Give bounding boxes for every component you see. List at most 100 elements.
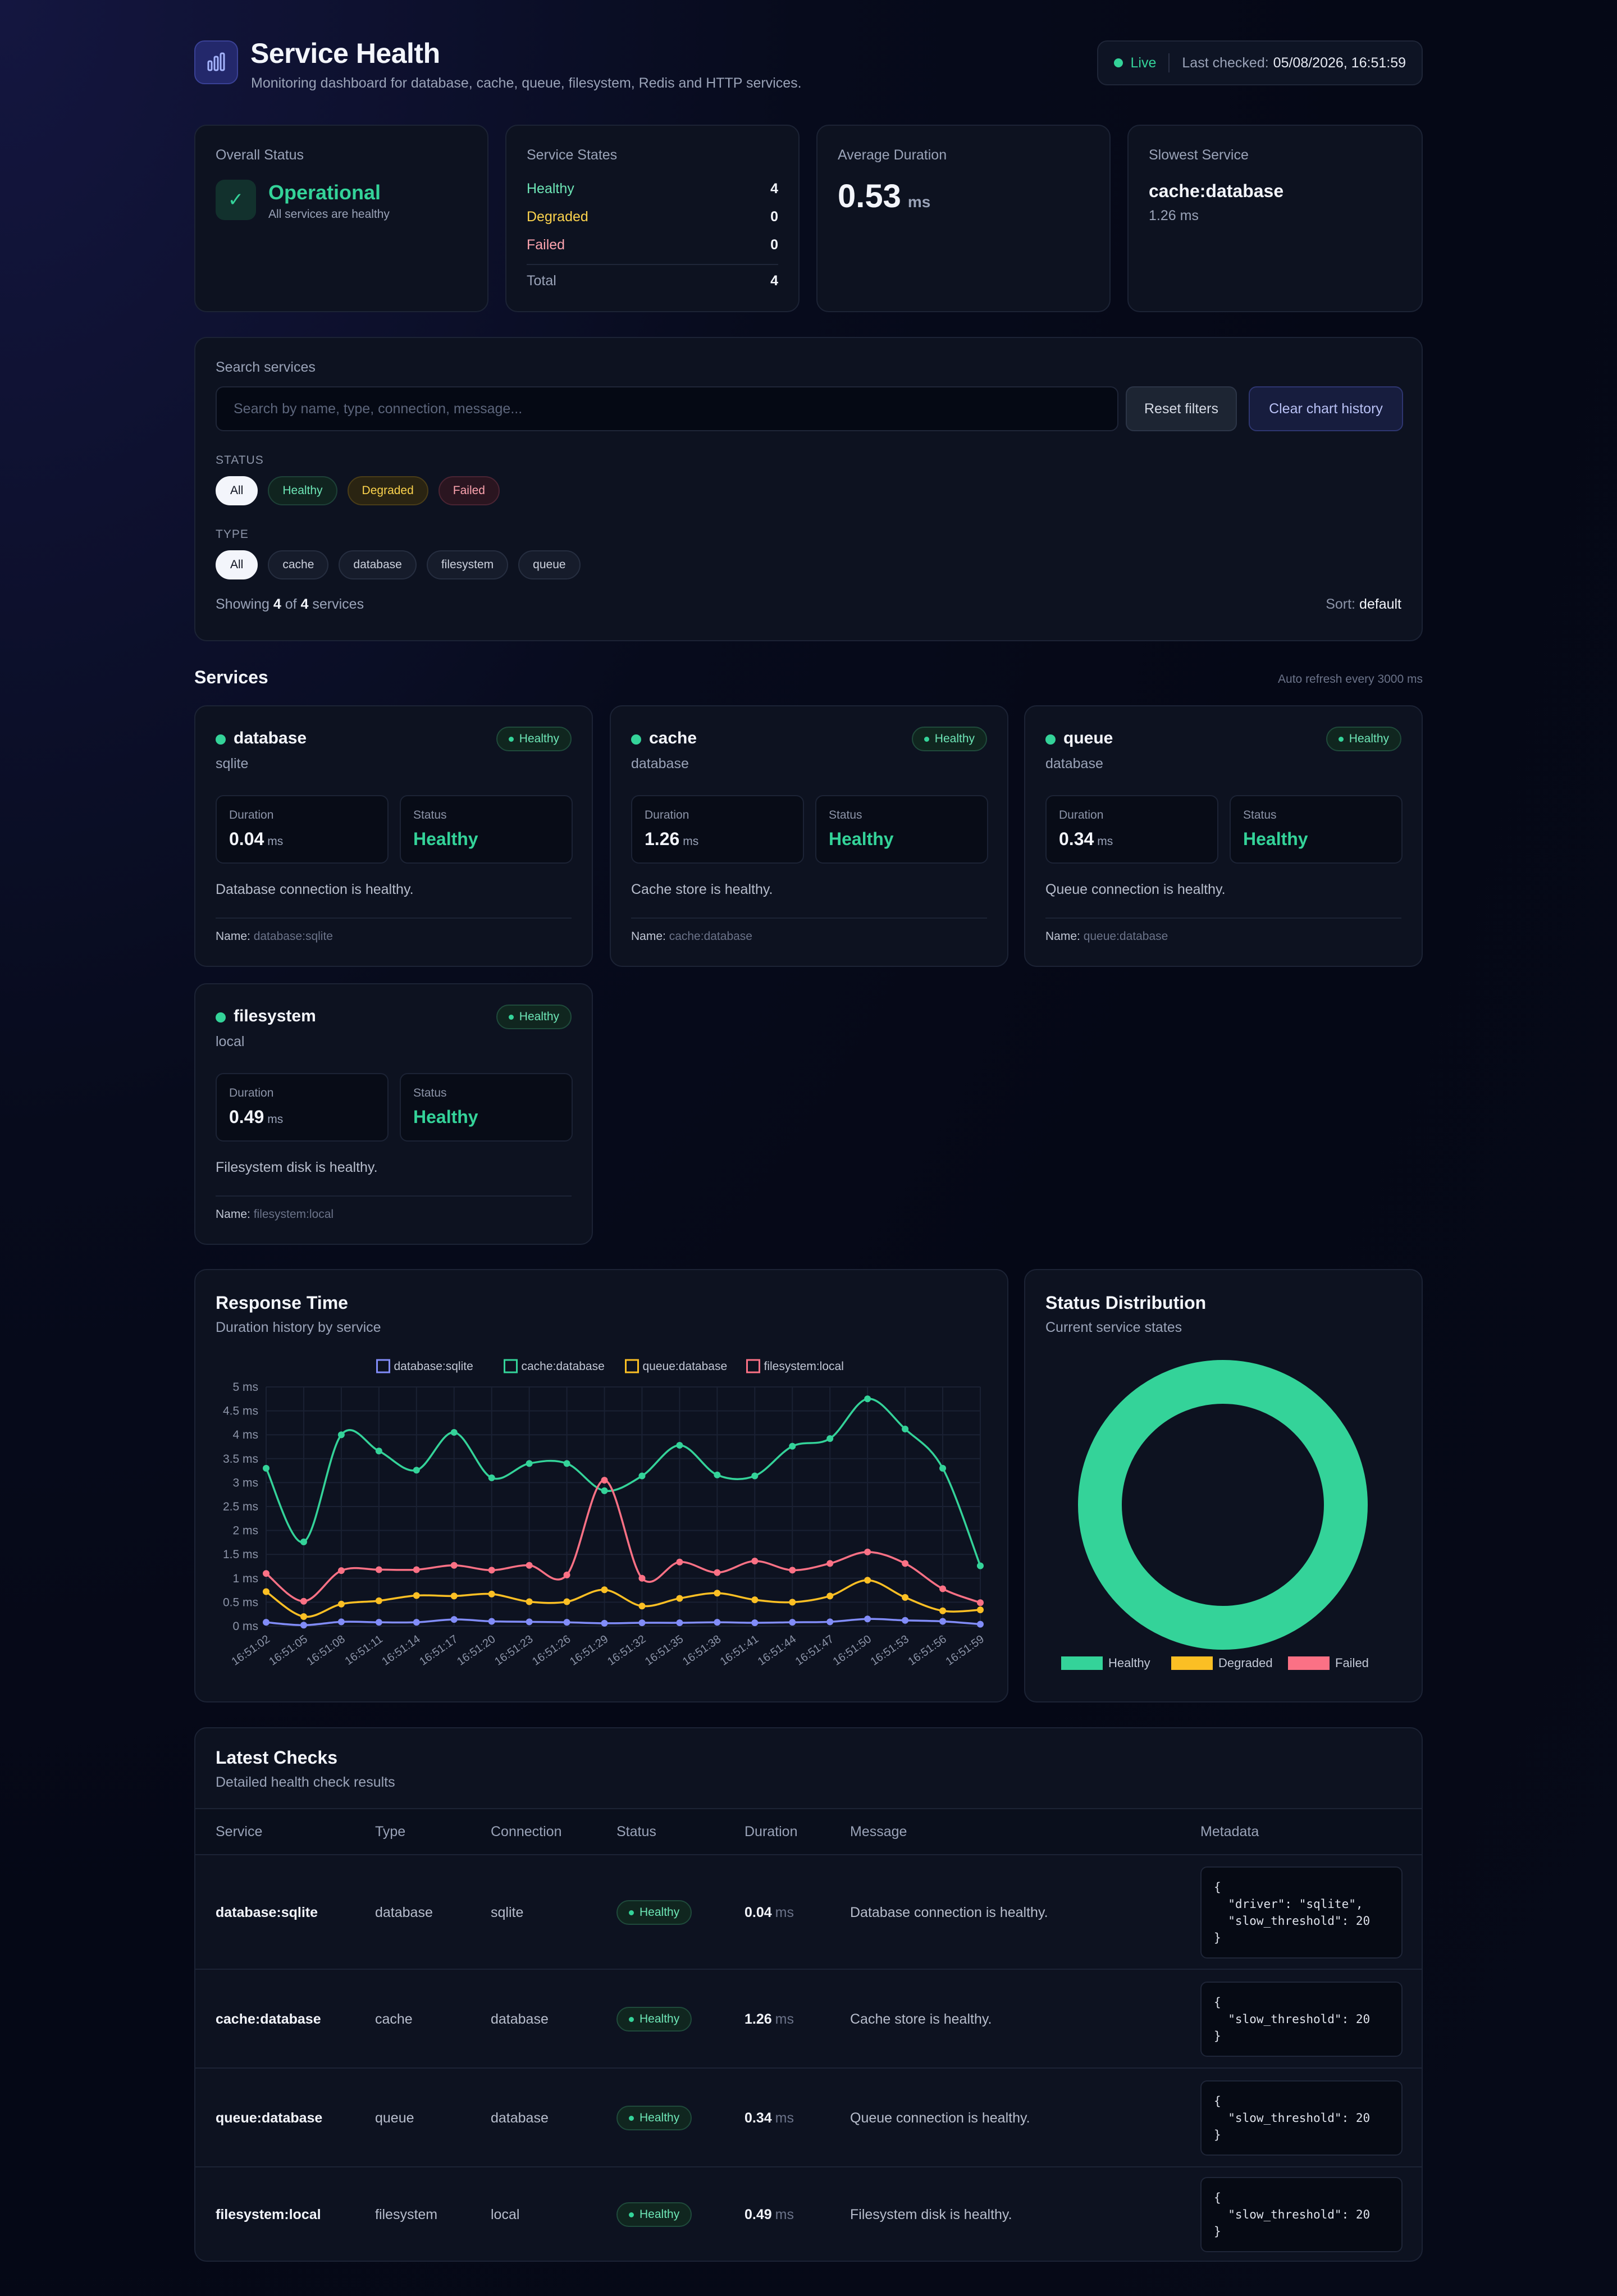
data-point[interactable] (826, 1592, 834, 1600)
sort-indicator[interactable]: Sort: default (1326, 596, 1401, 612)
data-point[interactable] (375, 1566, 382, 1573)
data-point[interactable] (413, 1619, 420, 1626)
data-point[interactable] (450, 1562, 458, 1569)
column-header[interactable]: Type (375, 1824, 406, 1839)
status-chip-degraded[interactable]: Degraded (347, 476, 428, 505)
status-chip-failed[interactable]: Failed (438, 476, 500, 505)
type-chip-queue[interactable]: queue (518, 550, 581, 579)
data-point[interactable] (300, 1539, 307, 1546)
data-point[interactable] (638, 1603, 646, 1610)
data-point[interactable] (676, 1558, 683, 1565)
data-point[interactable] (563, 1571, 570, 1578)
reset-filters-button[interactable]: Reset filters (1126, 386, 1237, 431)
data-point[interactable] (977, 1621, 984, 1628)
data-point[interactable] (450, 1616, 458, 1623)
legend-label[interactable]: cache:database (522, 1360, 605, 1373)
legend-label[interactable]: queue:database (643, 1360, 728, 1373)
data-point[interactable] (902, 1560, 909, 1567)
data-point[interactable] (450, 1428, 458, 1436)
data-point[interactable] (638, 1472, 646, 1480)
data-point[interactable] (263, 1464, 270, 1472)
data-point[interactable] (375, 1619, 382, 1626)
type-chip-filesystem[interactable]: filesystem (426, 550, 509, 579)
data-point[interactable] (826, 1560, 834, 1567)
data-point[interactable] (601, 1487, 608, 1494)
data-point[interactable] (337, 1431, 345, 1439)
legend-label[interactable]: Degraded (1218, 1656, 1273, 1670)
column-header[interactable]: Metadata (1200, 1824, 1259, 1839)
data-point[interactable] (638, 1574, 646, 1582)
service-card-queue[interactable]: queue Healthy database Duration 0.34 ms S… (1024, 705, 1423, 967)
data-point[interactable] (789, 1567, 796, 1574)
data-point[interactable] (375, 1448, 382, 1455)
data-point[interactable] (751, 1472, 759, 1480)
data-point[interactable] (263, 1588, 270, 1595)
data-point[interactable] (939, 1618, 947, 1625)
data-point[interactable] (676, 1441, 683, 1449)
type-chip-database[interactable]: database (339, 550, 417, 579)
data-point[interactable] (939, 1585, 947, 1592)
data-point[interactable] (488, 1567, 495, 1574)
column-header[interactable]: Service (216, 1824, 263, 1839)
data-point[interactable] (751, 1558, 759, 1565)
legend-label[interactable]: database:sqlite (394, 1360, 473, 1373)
type-chip-cache[interactable]: cache (268, 550, 329, 579)
data-point[interactable] (263, 1619, 270, 1626)
status-chip-healthy[interactable]: Healthy (268, 476, 337, 505)
service-card-filesystem[interactable]: filesystem Healthy local Duration 0.49 ms… (194, 983, 593, 1245)
data-point[interactable] (601, 1619, 608, 1627)
data-point[interactable] (864, 1615, 871, 1623)
data-point[interactable] (789, 1619, 796, 1626)
data-point[interactable] (826, 1618, 834, 1626)
data-point[interactable] (902, 1617, 909, 1624)
data-point[interactable] (977, 1599, 984, 1606)
data-point[interactable] (864, 1577, 871, 1584)
data-point[interactable] (526, 1460, 533, 1467)
data-point[interactable] (902, 1594, 909, 1601)
data-point[interactable] (563, 1619, 570, 1626)
data-point[interactable] (337, 1567, 345, 1574)
data-point[interactable] (902, 1425, 909, 1432)
search-input[interactable] (216, 386, 1118, 431)
data-point[interactable] (337, 1600, 345, 1608)
legend-label[interactable]: Healthy (1108, 1656, 1150, 1670)
data-point[interactable] (751, 1619, 759, 1627)
data-point[interactable] (714, 1471, 721, 1478)
data-point[interactable] (676, 1619, 683, 1627)
data-point[interactable] (789, 1599, 796, 1606)
data-point[interactable] (826, 1435, 834, 1443)
service-card-database[interactable]: database Healthy sqlite Duration 0.04 ms … (194, 705, 593, 967)
data-point[interactable] (526, 1562, 533, 1569)
data-point[interactable] (601, 1477, 608, 1484)
legend-label[interactable]: Failed (1335, 1656, 1369, 1670)
data-point[interactable] (714, 1590, 721, 1597)
data-point[interactable] (526, 1618, 533, 1626)
data-point[interactable] (977, 1606, 984, 1614)
data-point[interactable] (714, 1619, 721, 1626)
status-chip-all[interactable]: All (216, 476, 258, 505)
data-point[interactable] (300, 1622, 307, 1629)
data-point[interactable] (676, 1595, 683, 1602)
data-point[interactable] (864, 1395, 871, 1403)
data-point[interactable] (526, 1598, 533, 1605)
service-card-cache[interactable]: cache Healthy database Duration 1.26 ms S… (610, 705, 1008, 967)
column-header[interactable]: Duration (744, 1824, 798, 1839)
data-point[interactable] (413, 1566, 420, 1573)
data-point[interactable] (977, 1562, 984, 1569)
data-point[interactable] (488, 1590, 495, 1597)
legend-label[interactable]: filesystem:local (764, 1360, 844, 1373)
data-point[interactable] (263, 1570, 270, 1577)
data-point[interactable] (714, 1569, 721, 1576)
slice-healthy[interactable] (1078, 1360, 1368, 1650)
column-header[interactable]: Status (616, 1824, 656, 1839)
data-point[interactable] (563, 1460, 570, 1467)
data-point[interactable] (413, 1592, 420, 1599)
data-point[interactable] (939, 1607, 947, 1614)
data-point[interactable] (789, 1443, 796, 1450)
data-point[interactable] (939, 1464, 947, 1472)
data-point[interactable] (638, 1619, 646, 1627)
data-point[interactable] (488, 1474, 495, 1481)
data-point[interactable] (413, 1467, 420, 1474)
clear-chart-history-button[interactable]: Clear chart history (1249, 386, 1403, 431)
data-point[interactable] (563, 1598, 570, 1605)
